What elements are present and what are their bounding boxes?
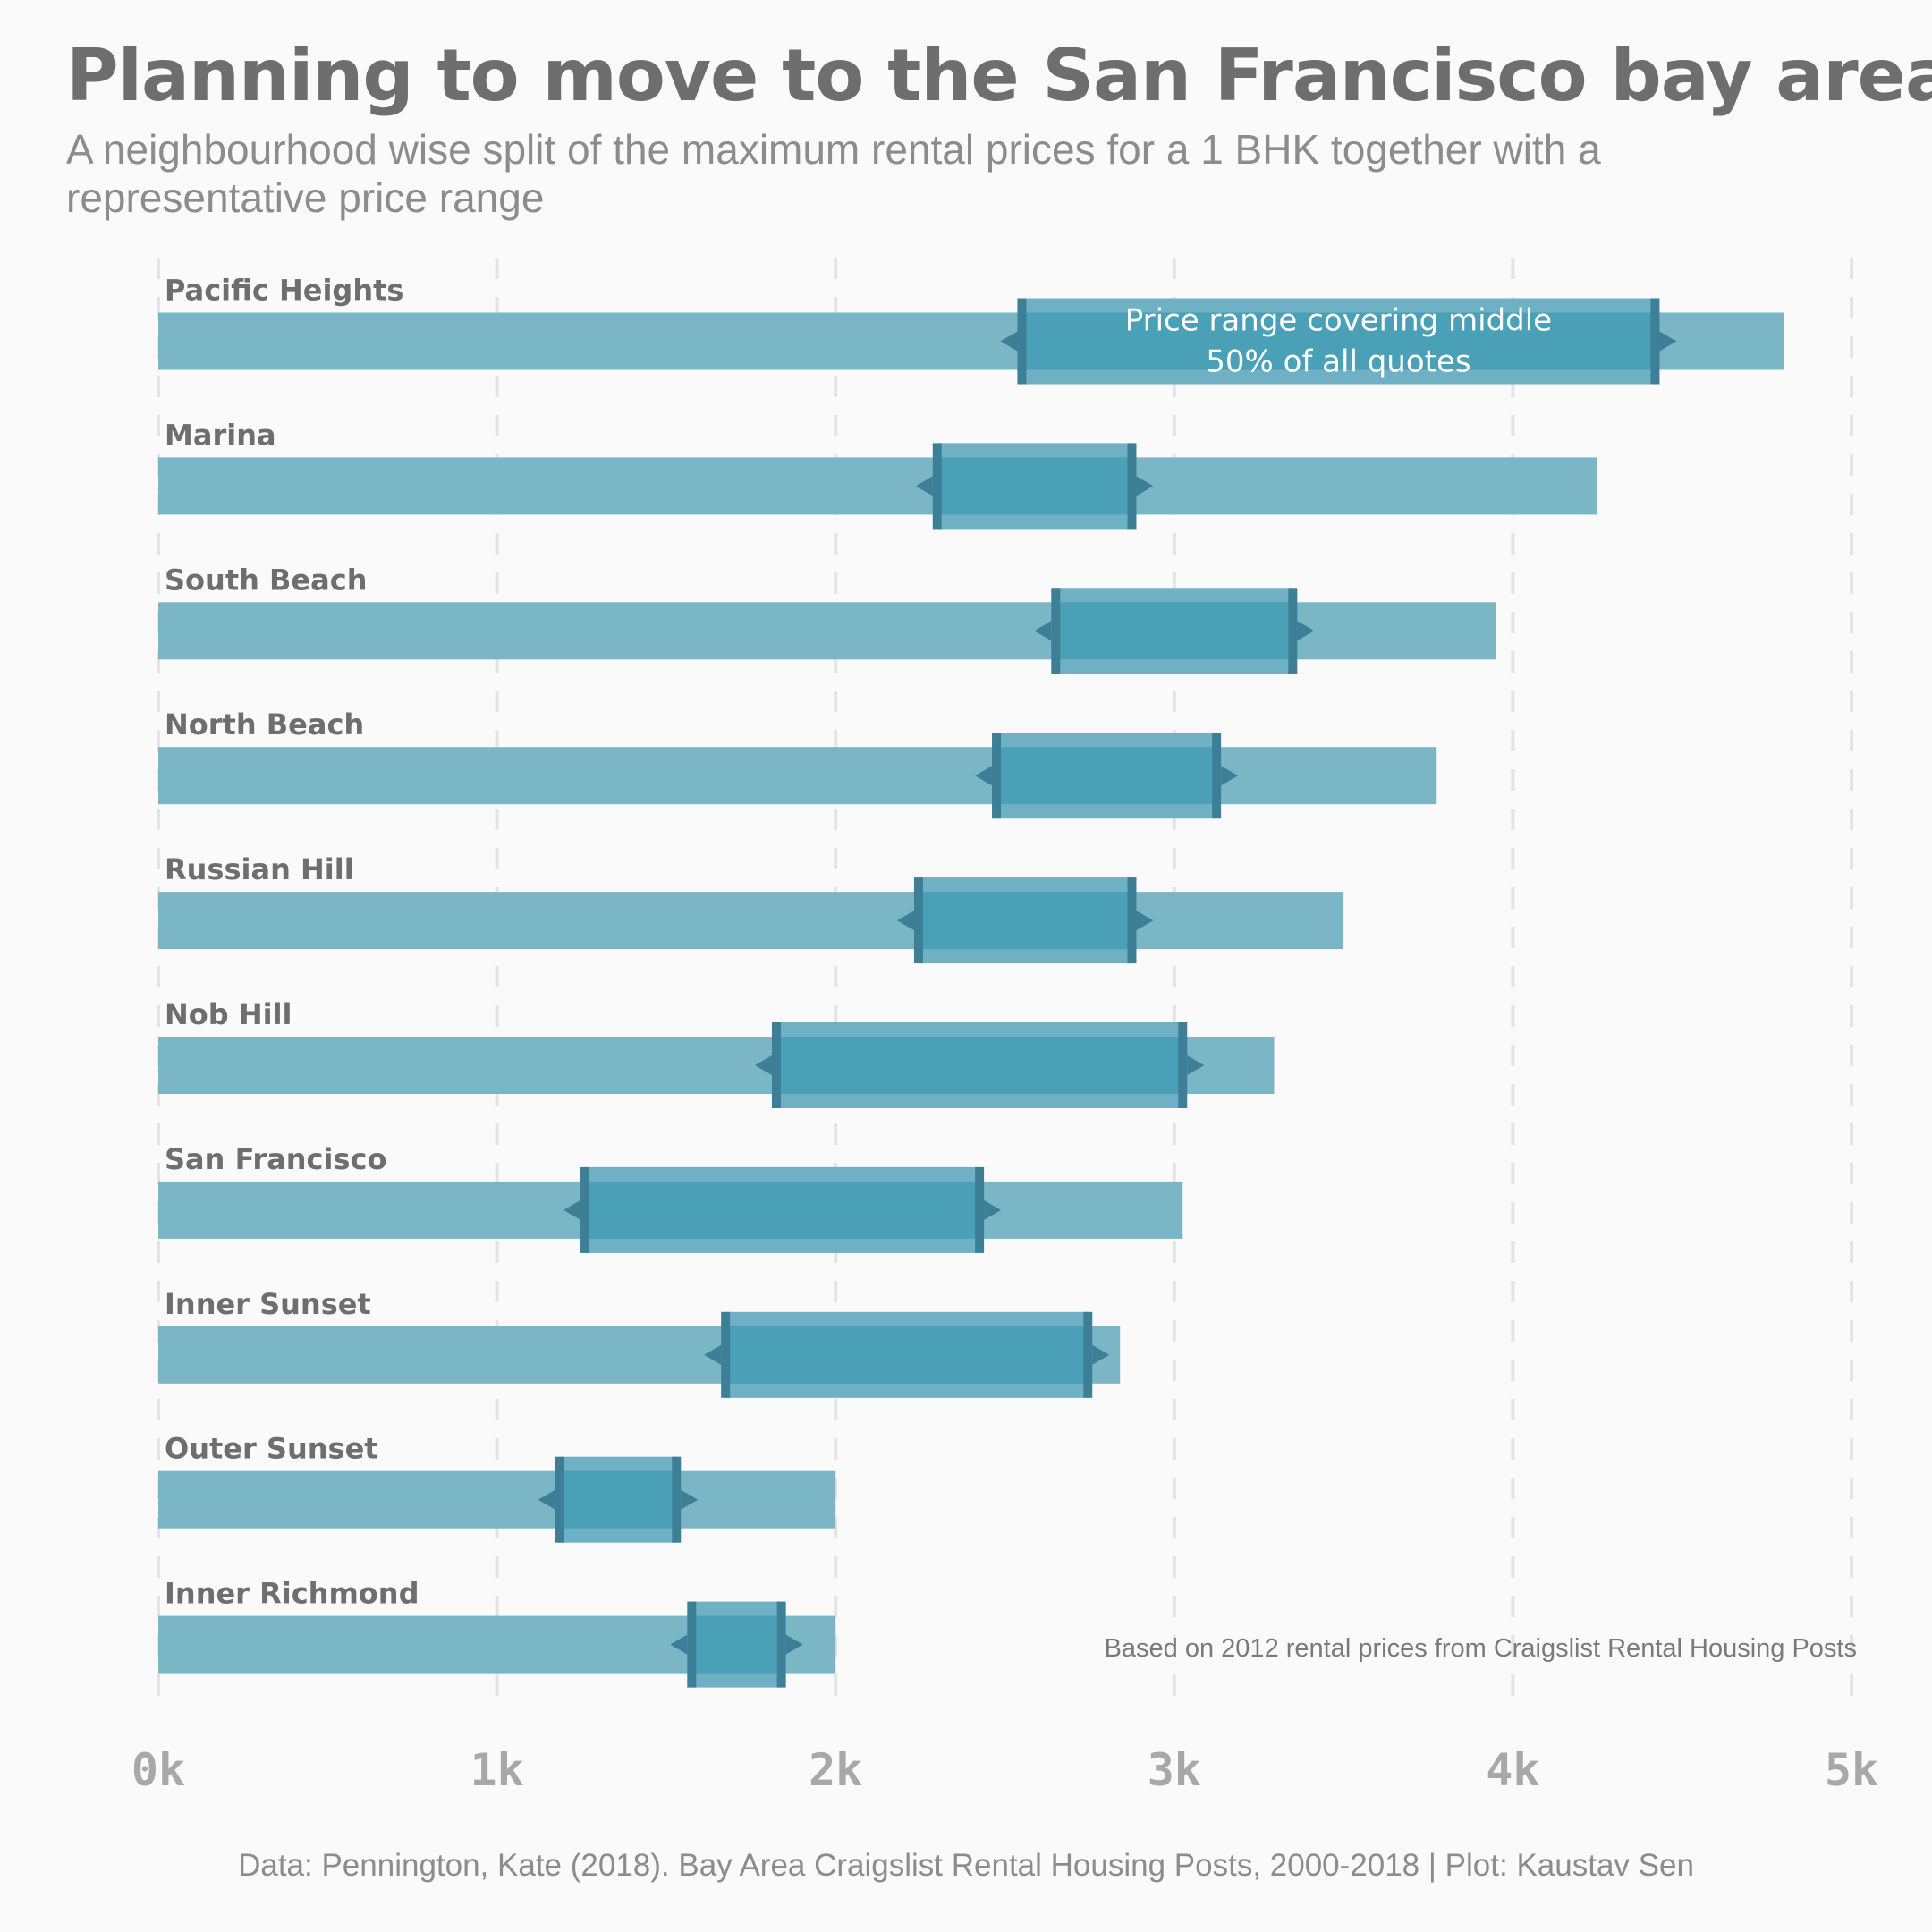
category-label: Pacific Heights (165, 274, 403, 308)
range-low-arrow (915, 476, 933, 496)
range-low-arrow (975, 766, 993, 786)
price-range-core (725, 1326, 1089, 1384)
x-tick-label: 2k (809, 1744, 862, 1796)
category-label: North Beach (165, 708, 364, 741)
range-low-arrow (670, 1634, 688, 1655)
range-high-edge (1212, 733, 1222, 819)
x-tick-label: 0k (131, 1744, 185, 1796)
price-range-core (996, 747, 1217, 805)
max-price-bar (158, 457, 1598, 515)
price-range-core (1021, 312, 1656, 370)
range-low-arrow (896, 911, 914, 931)
price-range-core (918, 892, 1132, 950)
data-source-caption: Data: Pennington, Kate (2018). Bay Area … (238, 1848, 1694, 1883)
max-price-bar (158, 892, 1344, 950)
range-high-edge (1127, 443, 1137, 530)
range-high-edge (1178, 1022, 1188, 1108)
range-high-arrow (1136, 911, 1154, 931)
range-low-edge (555, 1456, 564, 1543)
range-high-arrow (1187, 1055, 1205, 1075)
price-range-core (775, 1037, 1183, 1094)
price-range-core (559, 1470, 677, 1529)
range-high-arrow (1659, 331, 1677, 352)
range-low-edge (1017, 298, 1027, 385)
range-low-arrow (538, 1489, 555, 1510)
range-high-edge (672, 1456, 682, 1543)
range-low-edge (721, 1311, 731, 1398)
category-label: Nob Hill (165, 997, 292, 1031)
range-low-arrow (1034, 621, 1052, 641)
category-label: Marina (165, 418, 276, 452)
x-tick-label: 5k (1825, 1744, 1878, 1796)
price-range-core (691, 1615, 782, 1674)
range-high-edge (1288, 588, 1298, 674)
category-label: San Francisco (165, 1142, 386, 1176)
range-high-arrow (1136, 476, 1154, 496)
bar-row (158, 298, 1784, 385)
category-label: Inner Sunset (165, 1287, 371, 1321)
range-low-edge (992, 733, 1002, 819)
range-low-edge (1051, 588, 1061, 674)
range-high-arrow (681, 1489, 699, 1510)
range-annotation-line: 50% of all quotes (1206, 344, 1470, 380)
range-high-arrow (1092, 1344, 1110, 1365)
bar-row (158, 443, 1598, 530)
max-price-bar (158, 1470, 836, 1529)
chart-title: Planning to move to the San Francisco ba… (66, 34, 1932, 117)
range-low-edge (913, 877, 923, 964)
range-low-arrow (564, 1199, 581, 1220)
bar-row (158, 1022, 1275, 1108)
range-low-edge (932, 443, 942, 530)
bar-row (158, 877, 1344, 964)
range-high-arrow (1221, 766, 1239, 786)
range-low-arrow (704, 1344, 722, 1365)
price-range-core (1055, 602, 1293, 660)
price-range-core (936, 457, 1132, 515)
chart-subtitle: A neighbourhood wise split of the maximu… (66, 126, 1601, 221)
price-range-core (585, 1181, 980, 1239)
range-high-arrow (785, 1634, 803, 1655)
range-high-edge (1083, 1311, 1093, 1398)
range-high-edge (1650, 298, 1660, 385)
bar-row (158, 733, 1437, 819)
category-label: South Beach (165, 563, 367, 597)
range-low-edge (771, 1022, 781, 1108)
bar-row (158, 1601, 836, 1688)
range-high-edge (776, 1601, 786, 1688)
source-note: Based on 2012 rental prices from Craigsl… (1105, 1634, 1857, 1663)
range-low-edge (687, 1601, 697, 1688)
range-high-arrow (984, 1199, 1002, 1220)
category-label: Inner Richmond (165, 1577, 419, 1611)
category-label: Outer Sunset (165, 1432, 378, 1466)
x-tick-label: 1k (470, 1744, 523, 1796)
range-annotation-line: Price range covering middle (1125, 303, 1552, 339)
range-low-edge (580, 1166, 590, 1253)
category-label: Russian Hill (165, 852, 354, 886)
range-low-arrow (1000, 331, 1018, 352)
bar-row (158, 1166, 1183, 1253)
bar-row (158, 1311, 1121, 1398)
bar-row (158, 1456, 836, 1543)
range-low-arrow (754, 1055, 772, 1075)
x-tick-label: 4k (1486, 1744, 1539, 1796)
range-high-edge (1127, 877, 1137, 964)
max-price-bar (158, 747, 1437, 805)
bar-row (158, 588, 1496, 674)
range-high-arrow (1297, 621, 1315, 641)
range-high-edge (975, 1166, 985, 1253)
x-tick-label: 3k (1148, 1744, 1201, 1796)
